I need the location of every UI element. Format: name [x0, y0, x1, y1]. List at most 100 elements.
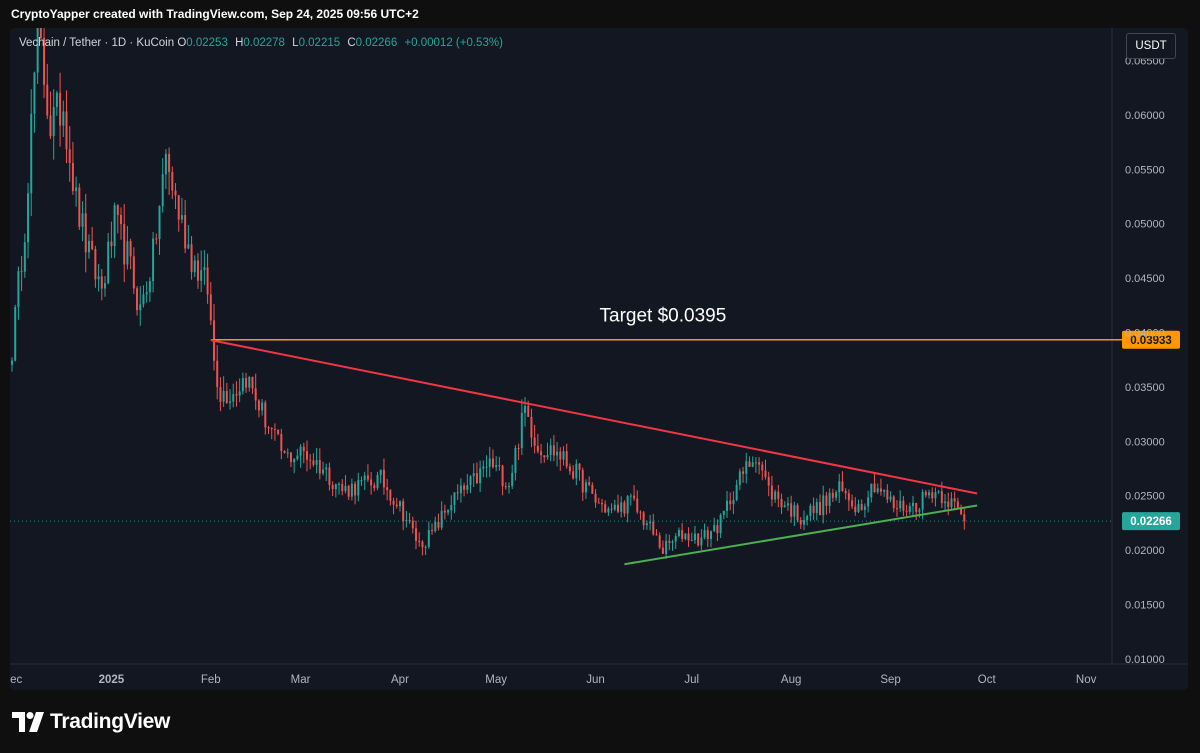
candle-body: [65, 111, 68, 150]
candle-body: [27, 193, 30, 243]
x-tick-label: Mar: [291, 674, 311, 686]
support-trendline: [624, 504, 978, 566]
y-tick-label: 0.03500: [1125, 382, 1165, 394]
candle-body: [33, 72, 36, 114]
candle-body: [463, 485, 466, 490]
chart-panel[interactable]: 0.02266 0.03933 Target $0.0395 0.06500 0.06…: [10, 28, 1188, 690]
candle-body: [552, 445, 555, 456]
candle-body: [344, 485, 347, 492]
symbol-legend[interactable]: Vechain / Tether · 1D · KuCoin O0.02253 …: [19, 37, 507, 49]
candle-body: [883, 489, 886, 492]
candle-body: [600, 502, 603, 505]
candle-body: [902, 500, 905, 511]
tradingview-brand: TradingView: [12, 710, 170, 734]
candle-body: [758, 462, 761, 465]
candle-body: [225, 390, 228, 403]
candle-body: [219, 387, 222, 402]
candle-body: [39, 28, 42, 39]
candle-body: [354, 483, 357, 496]
x-tick-label: Nov: [1076, 674, 1097, 686]
candle-body: [209, 294, 212, 321]
candle-body: [594, 493, 597, 503]
currency-button[interactable]: USDT: [1126, 33, 1176, 59]
candle-body: [475, 473, 478, 484]
candle-body: [937, 491, 940, 493]
candle-body: [809, 505, 812, 517]
candle-body: [527, 405, 530, 417]
candle-body: [671, 541, 674, 543]
candle-body: [379, 469, 382, 475]
symbol-name[interactable]: Vechain / Tether · 1D · KuCoin: [19, 37, 175, 49]
candle-body: [844, 490, 847, 494]
legend-open-value: 0.02253: [186, 37, 228, 49]
candle-body: [479, 468, 482, 484]
resistance-trendline: [210, 339, 978, 495]
candle-body: [633, 495, 636, 499]
candle-body: [581, 469, 584, 493]
candle-body: [931, 492, 934, 499]
candle-body: [453, 492, 456, 505]
candle-body: [786, 503, 789, 506]
candle-body: [767, 477, 770, 486]
candle-body: [562, 451, 565, 460]
candle-body: [956, 501, 959, 508]
candle-body: [440, 510, 443, 528]
candle-body: [681, 530, 684, 539]
candle-body: [928, 492, 931, 496]
candle-body: [918, 509, 921, 512]
candle-body: [447, 510, 450, 513]
x-tick-label: Feb: [201, 674, 221, 686]
candle-body: [825, 495, 828, 506]
candle-body: [838, 481, 841, 493]
candle-body: [206, 267, 209, 295]
x-tick-label: Apr: [391, 674, 409, 686]
candle-body: [59, 92, 62, 126]
candle-body: [338, 483, 341, 485]
candles: [11, 28, 966, 559]
candle-body: [867, 497, 870, 507]
candle-body: [20, 271, 23, 273]
candle-body: [565, 451, 568, 467]
candle-body: [655, 534, 658, 536]
candle-body: [636, 498, 639, 512]
candle-body: [777, 491, 780, 499]
y-tick-label: 0.05500: [1125, 164, 1165, 176]
x-tick-label: Dec: [10, 674, 22, 686]
candle-body: [43, 38, 46, 85]
candle-body: [860, 504, 863, 510]
candle-body: [23, 242, 26, 272]
candle-body: [363, 475, 366, 481]
candle-body: [575, 463, 578, 479]
candle-body: [55, 92, 58, 108]
candle-body: [395, 504, 398, 507]
candle-body: [661, 547, 664, 554]
candle-body: [488, 458, 491, 467]
candle-body: [851, 500, 854, 507]
candle-body: [556, 451, 559, 456]
candle-body: [530, 416, 533, 438]
candle-body: [498, 464, 501, 466]
candle-body: [504, 486, 507, 488]
y-tick-label: 0.01500: [1125, 600, 1165, 612]
candle-body: [716, 525, 719, 534]
candle-body: [617, 504, 620, 512]
candle-body: [424, 546, 427, 548]
candle-body: [828, 492, 831, 506]
candle-body: [216, 360, 219, 388]
y-tick-label: 0.02000: [1125, 545, 1165, 557]
candle-body: [421, 541, 424, 548]
candle-body: [863, 506, 866, 510]
candle-body: [520, 412, 523, 449]
candle-body: [389, 490, 392, 501]
candle-body: [299, 446, 302, 456]
target-annotation: Target $0.0395: [600, 306, 727, 327]
candle-body: [245, 378, 248, 388]
candle-body: [751, 462, 754, 467]
candle-body: [431, 530, 434, 532]
candle-body: [658, 535, 661, 548]
candle-body: [152, 238, 155, 282]
candle-body: [427, 530, 430, 547]
candle-body: [854, 506, 857, 513]
candle-body: [668, 540, 671, 543]
